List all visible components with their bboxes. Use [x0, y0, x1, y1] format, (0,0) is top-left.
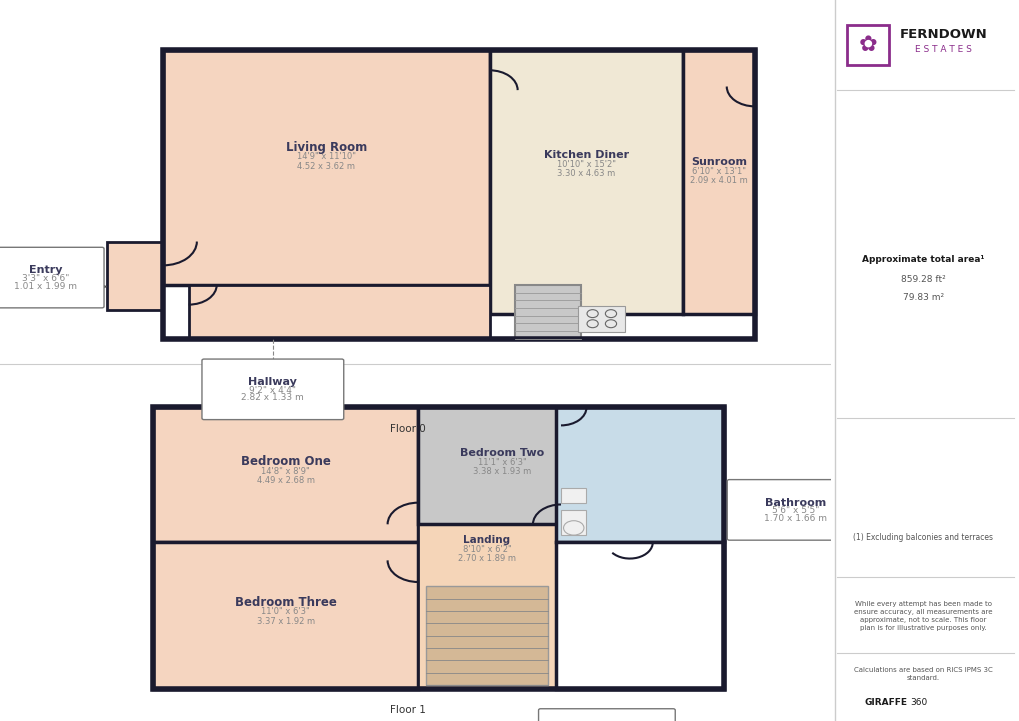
- FancyBboxPatch shape: [0, 247, 104, 308]
- FancyBboxPatch shape: [538, 709, 675, 721]
- Bar: [189, 285, 489, 339]
- Text: 5'6" x 5'5": 5'6" x 5'5": [771, 506, 818, 515]
- Bar: [560, 510, 586, 535]
- Bar: [555, 542, 723, 689]
- Text: ✿: ✿: [858, 35, 876, 56]
- Bar: [153, 542, 418, 689]
- Text: Floor 1: Floor 1: [389, 705, 426, 715]
- Text: 14'9" x 11'10": 14'9" x 11'10": [297, 152, 356, 162]
- FancyBboxPatch shape: [727, 479, 863, 540]
- Text: Sunroom: Sunroom: [691, 157, 746, 167]
- Text: Entry: Entry: [30, 265, 62, 275]
- Bar: [418, 407, 586, 524]
- Text: 79.83 m²: 79.83 m²: [902, 293, 943, 301]
- Text: GIRAFFE: GIRAFFE: [864, 699, 907, 707]
- Text: 4.49 x 2.68 m: 4.49 x 2.68 m: [257, 476, 314, 485]
- Text: 3.38 x 1.93 m: 3.38 x 1.93 m: [473, 467, 531, 476]
- Text: 1.01 x 1.99 m: 1.01 x 1.99 m: [14, 282, 77, 291]
- Bar: [578, 306, 625, 332]
- Text: 3.30 x 4.63 m: 3.30 x 4.63 m: [556, 169, 615, 178]
- Bar: [555, 407, 723, 542]
- Text: 2.09 x 4.01 m: 2.09 x 4.01 m: [690, 176, 747, 185]
- Text: 10'10" x 15'2": 10'10" x 15'2": [556, 159, 615, 169]
- Bar: [515, 285, 581, 339]
- FancyBboxPatch shape: [202, 359, 343, 420]
- Text: Kitchen Diner: Kitchen Diner: [543, 150, 629, 159]
- Text: 11'0" x 6'3": 11'0" x 6'3": [261, 607, 310, 616]
- Text: 9'2" x 4'4": 9'2" x 4'4": [249, 386, 297, 394]
- Bar: [107, 242, 163, 310]
- Text: Landing: Landing: [463, 535, 511, 545]
- Bar: [153, 407, 723, 689]
- Text: Hallway: Hallway: [249, 377, 297, 387]
- Text: 3'3" x 6'6": 3'3" x 6'6": [22, 274, 69, 283]
- Text: (1) Excluding balconies and terraces: (1) Excluding balconies and terraces: [852, 533, 993, 541]
- Text: 3.37 x 1.92 m: 3.37 x 1.92 m: [257, 616, 314, 626]
- Text: 11'1" x 6'3": 11'1" x 6'3": [478, 458, 526, 466]
- Text: Approximate total area¹: Approximate total area¹: [861, 255, 983, 264]
- Text: FERNDOWN: FERNDOWN: [899, 28, 986, 41]
- Text: 360: 360: [909, 699, 926, 707]
- Bar: [426, 586, 547, 685]
- Text: 2.82 x 1.33 m: 2.82 x 1.33 m: [242, 394, 304, 402]
- Text: Bedroom Two: Bedroom Two: [460, 448, 544, 458]
- Text: 859.28 ft²: 859.28 ft²: [900, 275, 945, 284]
- Text: 1.70 x 1.66 m: 1.70 x 1.66 m: [763, 514, 826, 523]
- Bar: [560, 488, 586, 503]
- Bar: [153, 407, 418, 542]
- Text: Living Room: Living Room: [285, 141, 367, 154]
- Bar: [683, 50, 754, 314]
- Bar: [163, 50, 754, 339]
- Text: While every attempt has been made to
ensure accuracy, all measurements are
appro: While every attempt has been made to ens…: [853, 601, 991, 632]
- Bar: [163, 50, 489, 285]
- Text: 8'10" x 6'2": 8'10" x 6'2": [463, 545, 511, 554]
- Text: Bedroom One: Bedroom One: [240, 456, 330, 469]
- Text: 4.52 x 3.62 m: 4.52 x 3.62 m: [298, 162, 355, 171]
- Text: 6'10" x 13'1": 6'10" x 13'1": [692, 167, 745, 176]
- Text: E S T A T E S: E S T A T E S: [914, 45, 971, 53]
- Text: Bathroom: Bathroom: [764, 497, 825, 508]
- Bar: [489, 50, 683, 314]
- Bar: [418, 524, 555, 689]
- Text: Floor 0: Floor 0: [389, 424, 426, 434]
- Text: 2.70 x 1.89 m: 2.70 x 1.89 m: [458, 554, 516, 563]
- Bar: [846, 25, 889, 65]
- Text: Calculations are based on RICS IPMS 3C
standard.: Calculations are based on RICS IPMS 3C s…: [853, 667, 991, 681]
- Text: Bedroom Three: Bedroom Three: [234, 596, 336, 609]
- Text: 14'8" x 8'9": 14'8" x 8'9": [261, 466, 310, 476]
